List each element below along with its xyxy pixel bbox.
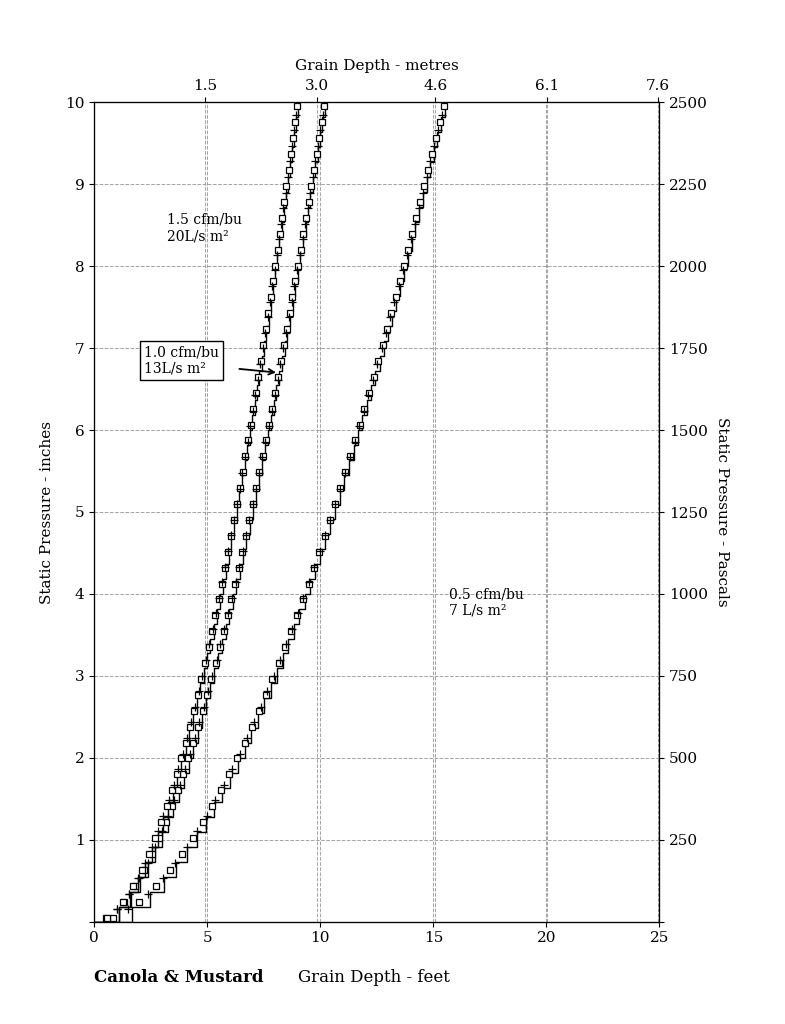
Text: 1.0 cfm/bu
13L/s m²: 1.0 cfm/bu 13L/s m² [144,345,219,376]
Text: 1.5 cfm/bu
20L/s m²: 1.5 cfm/bu 20L/s m² [166,213,242,243]
X-axis label: Grain Depth - metres: Grain Depth - metres [295,59,458,74]
Text: Canola & Mustard: Canola & Mustard [94,970,264,986]
Y-axis label: Static Pressure - Pascals: Static Pressure - Pascals [715,417,729,607]
Y-axis label: Static Pressure - inches: Static Pressure - inches [40,421,54,603]
Text: 0.5 cfm/bu
7 L/s m²: 0.5 cfm/bu 7 L/s m² [449,587,524,617]
Text: Grain Depth - feet: Grain Depth - feet [298,970,450,986]
